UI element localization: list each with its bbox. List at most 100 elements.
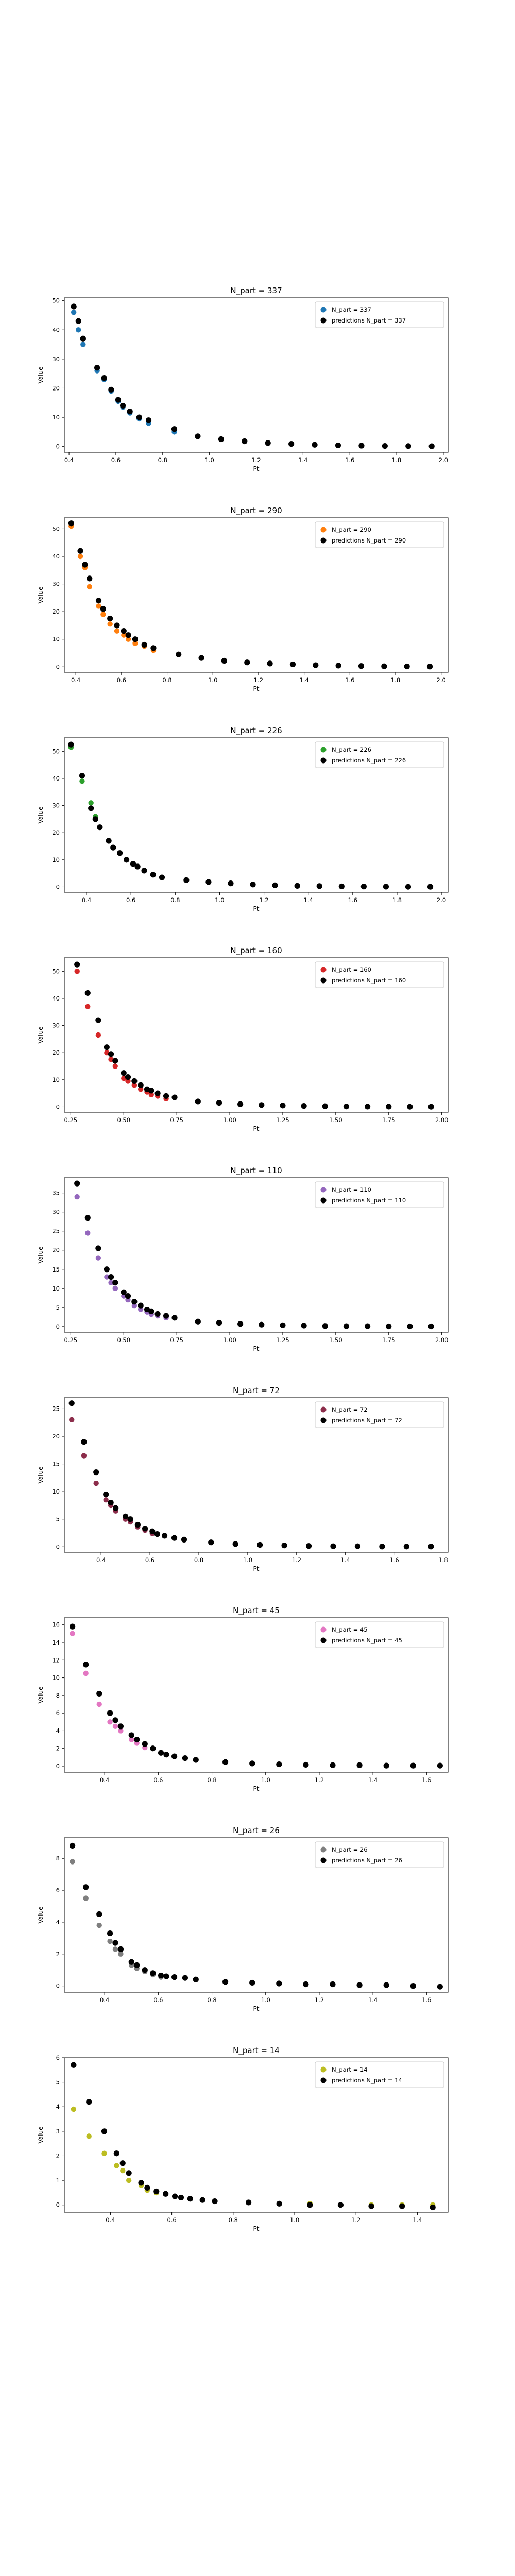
y-tick-label: 2 — [56, 2152, 60, 2159]
x-tick-label: 1.6 — [348, 896, 357, 904]
data-point-prediction — [386, 1104, 392, 1110]
data-point-prediction — [158, 1972, 164, 1979]
x-tick-label: 1.75 — [382, 1336, 396, 1344]
y-tick-label: 10 — [52, 856, 60, 863]
data-point-prediction — [358, 663, 365, 669]
data-point-measured — [112, 1723, 118, 1730]
x-axis-label: Pt — [253, 1785, 260, 1792]
data-point-prediction — [250, 882, 256, 888]
data-point-prediction — [145, 417, 152, 423]
data-point-prediction — [407, 1323, 413, 1330]
y-tick-label: 50 — [52, 525, 60, 532]
data-point-prediction — [182, 1755, 188, 1761]
y-tick-label: 8 — [56, 1855, 60, 1862]
x-tick-label: 1.25 — [276, 1336, 289, 1344]
data-point-prediction — [313, 662, 319, 668]
x-tick-label: 2.0 — [439, 456, 448, 464]
data-point-prediction — [280, 1103, 286, 1109]
x-tick-label: 0.8 — [229, 2216, 238, 2224]
x-tick-label: 1.8 — [438, 1556, 448, 1564]
data-point-prediction — [136, 414, 142, 420]
legend-marker — [320, 1846, 327, 1853]
data-point-prediction — [150, 645, 157, 651]
data-point-prediction — [171, 1974, 178, 1980]
data-point-prediction — [107, 1710, 113, 1716]
legend-marker — [320, 1197, 327, 1204]
data-point-prediction — [83, 1662, 89, 1668]
x-tick-label: 1.00 — [223, 1116, 236, 1124]
x-tick-label: 0.4 — [96, 1556, 106, 1564]
data-point-prediction — [303, 1761, 309, 1768]
data-point-prediction — [115, 397, 122, 403]
x-tick-label: 1.2 — [292, 1556, 301, 1564]
chart-panel: N_part = 226 0.4 0.6 0.8 1.0 1.2 1.4 1.6 1.8 2.0 0… — [37, 726, 449, 912]
data-point-prediction — [171, 1535, 178, 1541]
data-point-prediction — [222, 1979, 229, 1985]
y-tick-label: 0 — [56, 1323, 60, 1330]
x-tick-label: 0.6 — [167, 2216, 176, 2224]
data-point-measured — [85, 1004, 91, 1009]
legend-entry: predictions N_part = 290 — [332, 537, 406, 544]
y-tick-label: 0 — [56, 2201, 60, 2209]
data-point-prediction — [163, 1752, 169, 1758]
data-point-prediction — [131, 1078, 138, 1084]
data-point-measured — [107, 621, 113, 627]
data-point-prediction — [77, 548, 83, 554]
x-tick-label: 1.2 — [251, 456, 261, 464]
legend-marker — [320, 1637, 327, 1643]
data-point-measured — [126, 2177, 132, 2183]
data-point-prediction — [70, 1842, 76, 1849]
chart-title: N_part = 337 — [230, 286, 282, 296]
y-tick-label: 25 — [52, 1228, 60, 1235]
x-tick-label: 0.4 — [71, 676, 80, 684]
data-point-prediction — [289, 661, 296, 668]
data-point-measured — [121, 1076, 127, 1081]
data-point-measured — [108, 1057, 114, 1062]
data-point-measured — [96, 1922, 102, 1928]
y-tick-label: 10 — [52, 1076, 60, 1083]
data-point-prediction — [181, 1536, 187, 1543]
x-tick-label: 1.00 — [223, 1336, 236, 1344]
data-point-prediction — [68, 1400, 75, 1406]
data-point-prediction — [428, 1544, 434, 1550]
data-point-prediction — [242, 438, 248, 445]
data-point-prediction — [138, 2180, 144, 2186]
y-tick-label: 20 — [52, 829, 60, 836]
data-point-measured — [120, 2167, 126, 2174]
data-point-prediction — [94, 365, 100, 371]
data-point-prediction — [88, 805, 94, 811]
x-tick-label: 1.0 — [243, 1556, 252, 1564]
y-tick-label: 40 — [52, 326, 60, 333]
y-axis-label: Value — [37, 1247, 44, 1264]
data-point-prediction — [154, 1311, 161, 1317]
data-point-prediction — [426, 664, 433, 670]
data-point-prediction — [343, 1323, 350, 1329]
data-point-measured — [79, 778, 85, 784]
x-tick-label: 0.8 — [207, 1996, 216, 2004]
data-point-prediction — [337, 2202, 344, 2208]
chart-title: N_part = 110 — [230, 1166, 282, 1176]
legend-entry: N_part = 337 — [332, 306, 371, 313]
legend-marker — [320, 2066, 327, 2073]
legend-box — [315, 1621, 444, 1648]
data-point-measured — [121, 632, 127, 638]
x-tick-label: 0.50 — [117, 1336, 130, 1344]
legend-marker — [320, 537, 327, 544]
y-axis-label: Value — [37, 1907, 44, 1924]
data-point-prediction — [74, 961, 80, 968]
data-point-prediction — [112, 1940, 118, 1946]
data-point-prediction — [121, 628, 127, 634]
data-point-prediction — [103, 1491, 109, 1498]
x-axis-label: Pt — [253, 1125, 260, 1132]
legend-entry: N_part = 26 — [332, 1846, 368, 1853]
x-tick-label: 0.6 — [111, 456, 121, 464]
x-tick-label: 1.4 — [298, 456, 307, 464]
data-point-measured — [112, 1063, 118, 1069]
x-tick-label: 1.0 — [290, 2216, 299, 2224]
x-tick-label: 0.6 — [117, 676, 126, 684]
y-tick-label: 10 — [52, 1285, 60, 1292]
data-point-prediction — [405, 884, 411, 890]
data-point-prediction — [71, 303, 77, 310]
y-tick-label: 1 — [56, 2177, 60, 2184]
axes-frame — [64, 1837, 449, 1993]
